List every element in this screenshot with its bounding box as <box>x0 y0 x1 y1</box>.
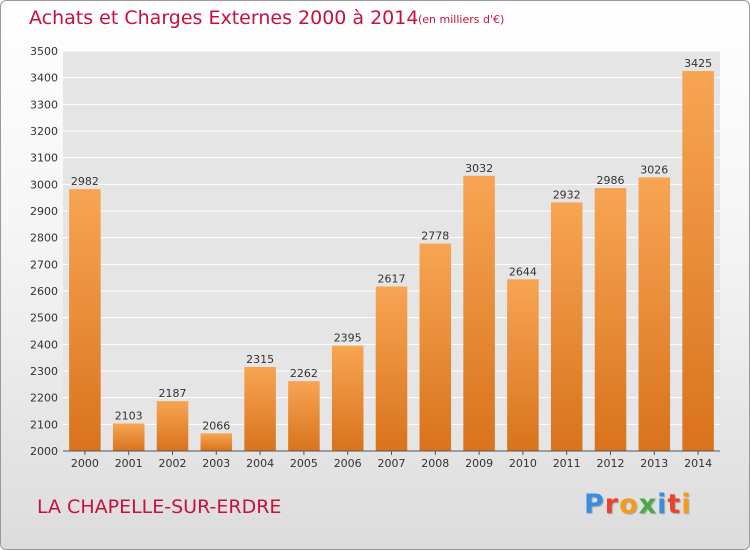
y-tick-label: 2300 <box>30 365 58 378</box>
logo-letter: i <box>657 489 668 520</box>
bar-2005 <box>288 381 320 451</box>
data-label-2006: 2395 <box>334 332 362 345</box>
location-label: LA CHAPELLE-SUR-ERDRE <box>37 496 282 518</box>
x-tick-label-2003: 2003 <box>202 457 230 470</box>
x-tick-label-2006: 2006 <box>334 457 362 470</box>
x-tick-label-2004: 2004 <box>246 457 274 470</box>
y-tick-label: 2400 <box>30 338 58 351</box>
logo-letter: x <box>638 489 658 520</box>
data-label-2011: 2932 <box>553 188 581 201</box>
x-tick-label-2002: 2002 <box>159 457 187 470</box>
y-tick-label: 3300 <box>30 98 58 111</box>
bar-2000 <box>69 189 101 451</box>
data-label-2013: 3026 <box>640 163 668 176</box>
x-tick-label-2014: 2014 <box>684 457 712 470</box>
x-tick-label-2001: 2001 <box>115 457 143 470</box>
logo-letter: t <box>667 489 682 520</box>
data-label-2002: 2187 <box>159 387 187 400</box>
y-tick-label: 2900 <box>30 205 58 218</box>
logo-letter: i <box>681 489 692 520</box>
x-tick-label-2012: 2012 <box>597 457 625 470</box>
logo-letter: r <box>604 489 620 520</box>
data-label-2014: 3425 <box>684 57 712 70</box>
bar-2014 <box>682 71 714 451</box>
y-tick-label: 2700 <box>30 258 58 271</box>
y-axis: 2000 2100 2200 2300 2400 2500 2600 2700 2800 2900… <box>30 45 58 458</box>
y-tick-label: 2200 <box>30 392 58 405</box>
y-tick-label: 2100 <box>30 418 58 431</box>
y-tick-label: 2000 <box>30 445 58 458</box>
bars: 2982 2103 2187 2066 2315 2262 2395 2617 2778 3032… <box>69 57 714 452</box>
y-tick-label: 3200 <box>30 125 58 138</box>
y-tick-label: 3400 <box>30 72 58 85</box>
x-tick-label-2013: 2013 <box>640 457 668 470</box>
data-label-2008: 2778 <box>421 230 449 243</box>
data-label-2012: 2986 <box>597 174 625 187</box>
bar-2010 <box>507 279 539 451</box>
data-label-2007: 2617 <box>378 272 406 285</box>
x-tick-label-2000: 2000 <box>71 457 99 470</box>
x-tick-label-2011: 2011 <box>553 457 581 470</box>
bar-2002 <box>156 401 189 451</box>
y-tick-label: 2500 <box>30 312 58 325</box>
x-tick-label-2009: 2009 <box>465 457 493 470</box>
bar-2006 <box>331 345 364 451</box>
y-tick-label: 2600 <box>30 285 58 298</box>
bar-2001 <box>112 423 145 451</box>
data-label-2005: 2262 <box>290 367 318 380</box>
chart-unit: (en milliers d'€) <box>418 13 505 26</box>
data-label-2001: 2103 <box>115 410 143 423</box>
y-tick-label: 3500 <box>30 45 58 58</box>
logo-letter: o <box>619 489 639 520</box>
bar-2004 <box>244 367 276 451</box>
bar-2003 <box>200 433 233 451</box>
y-tick-label: 3100 <box>30 152 58 165</box>
y-tick-label: 3000 <box>30 178 58 191</box>
bar-2013 <box>638 177 671 451</box>
x-tick-label-2005: 2005 <box>290 457 318 470</box>
bar-2009 <box>463 175 495 452</box>
data-label-2000: 2982 <box>71 175 99 188</box>
x-axis: 2000 2001 2002 2003 2004 2005 2006 2007 2008 2009… <box>63 450 720 470</box>
data-label-2004: 2315 <box>246 353 274 366</box>
data-label-2009: 3032 <box>465 162 493 175</box>
proxiti-logo: Proxiti <box>584 489 692 520</box>
data-label-2003: 2066 <box>202 419 230 432</box>
bar-2012 <box>594 188 627 452</box>
x-tick-label-2007: 2007 <box>378 457 406 470</box>
chart-title: Achats et Charges Externes 2000 à 2014 <box>29 7 419 29</box>
logo-letter: P <box>584 489 605 520</box>
bar-2007 <box>375 286 408 451</box>
bar-2008 <box>419 243 452 451</box>
bar-2011 <box>550 202 583 451</box>
x-tick-label-2010: 2010 <box>509 457 537 470</box>
y-tick-label: 2800 <box>30 232 58 245</box>
x-tick-label-2008: 2008 <box>421 457 449 470</box>
data-label-2010: 2644 <box>509 265 537 278</box>
